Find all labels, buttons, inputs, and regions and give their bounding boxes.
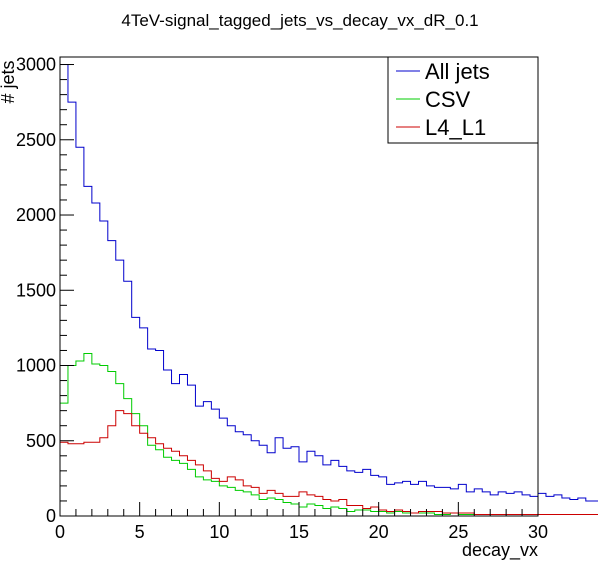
chart-title: 4TeV-signal_tagged_jets_vs_decay_vx_dR_0… [121,11,478,30]
y-tick-label: 1500 [16,280,56,300]
y-axis-title: # jets [0,60,18,103]
x-tick-label: 0 [55,522,65,542]
y-tick-label: 2500 [16,130,56,150]
y-tick-label: 1000 [16,356,56,376]
y-tick-label: 3000 [16,55,56,75]
y-tick-label: 0 [46,506,56,526]
series-l4-l1 [60,410,598,515]
series-line-l4-l1 [60,410,598,515]
y-tick-label: 2000 [16,205,56,225]
series-line-all-jets [60,64,598,502]
legend-label: L4_L1 [425,115,486,140]
x-tick-label: 5 [135,522,145,542]
legend-label: All jets [425,59,490,84]
x-tick-label: 20 [369,522,389,542]
y-tick-label: 500 [26,431,56,451]
x-tick-label: 25 [448,522,468,542]
series-all-jets [60,64,598,502]
x-axis-title: decay_vx [462,540,538,561]
legend-entry-all-jets: All jets [396,59,490,84]
legend: All jets CSV L4_L1 [387,56,539,144]
legend-entry-l4-l1: L4_L1 [396,115,486,140]
axis-layer: 0 5 10 15 20 25 30 0 500 1000 1500 2000 2500 3000 [16,55,548,542]
x-tick-label: 10 [209,522,229,542]
series-layer [60,64,598,515]
x-tick-label: 15 [289,522,309,542]
legend-entry-csv: CSV [396,87,471,112]
x-tick-label: 30 [528,522,548,542]
legend-label: CSV [425,87,471,112]
